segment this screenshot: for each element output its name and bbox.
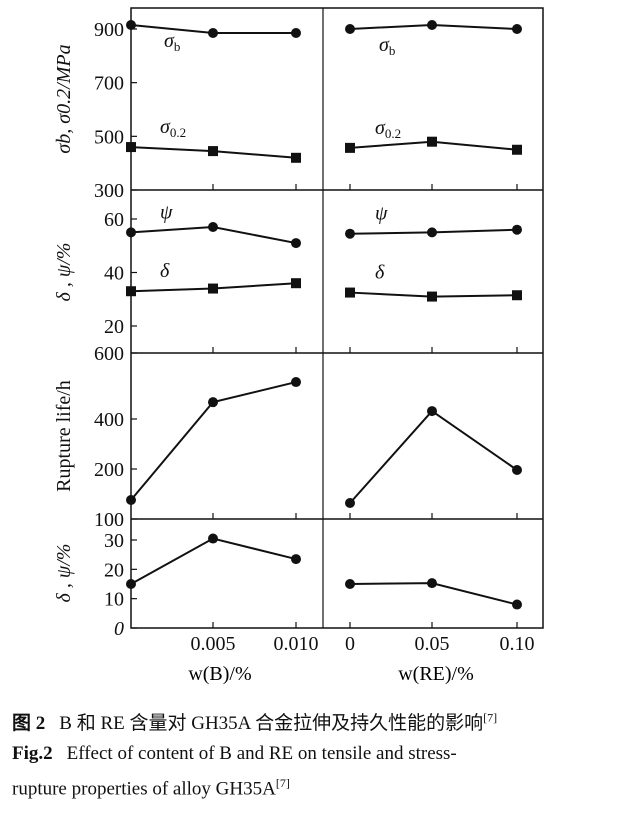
caption-en-line2: rupture properties of alloy GH35A bbox=[12, 778, 276, 800]
data-point-circle bbox=[512, 224, 522, 235]
series-label-symbol: δ bbox=[375, 262, 385, 284]
y-tick-label: 900 bbox=[94, 19, 124, 41]
caption-cn-text: B 和 RE 含量对 GH35A 合金拉伸及持久性能的影响 bbox=[59, 713, 484, 734]
y-tick-label: 20 bbox=[104, 559, 124, 581]
series-label-symbol: ψ bbox=[160, 201, 173, 223]
data-point-circle bbox=[427, 227, 437, 238]
y-axis-label: σb, σ0.2/MPa bbox=[53, 44, 75, 153]
x-tick-label: 0 bbox=[345, 633, 355, 655]
series-label: σb bbox=[164, 30, 180, 54]
data-point-square bbox=[126, 142, 136, 153]
series-label-symbol: σ bbox=[379, 34, 390, 56]
caption-en-2: rupture properties of alloy GH35A[7] bbox=[12, 776, 290, 800]
data-point-circle bbox=[291, 28, 301, 39]
y-tick-label: 400 bbox=[94, 409, 124, 431]
data-point-square bbox=[208, 146, 218, 157]
data-point-square bbox=[512, 290, 522, 301]
caption-cn-ref: [7] bbox=[483, 710, 498, 725]
data-point-square bbox=[512, 144, 522, 155]
series-label-symbol: δ bbox=[160, 260, 170, 282]
y-tick-label: 60 bbox=[104, 209, 124, 231]
y-tick-label: 40 bbox=[104, 263, 124, 285]
series-label: ψ bbox=[375, 203, 388, 225]
caption-cn-label: 图 2 bbox=[12, 713, 46, 734]
data-point-circle bbox=[208, 28, 218, 39]
series-line-p2-RE bbox=[349, 409, 518, 504]
y-tick-label: 700 bbox=[94, 73, 124, 95]
y-tick-label: 10 bbox=[104, 589, 124, 611]
caption-cn: 图 2 B 和 RE 含量对 GH35A 合金拉伸及持久性能的影响[7] bbox=[12, 708, 497, 735]
series-label: δ bbox=[160, 260, 170, 282]
series-label-symbol: σ bbox=[160, 116, 171, 138]
caption-en-label: Fig.2 bbox=[12, 743, 53, 764]
data-point-circle bbox=[427, 19, 437, 30]
data-point-square bbox=[427, 136, 437, 147]
series-label-symbol: σ bbox=[375, 117, 386, 139]
caption-en-line1: Effect of content of B and RE on tensile… bbox=[66, 743, 457, 764]
series-label-subscript: 0.2 bbox=[385, 126, 401, 141]
y-tick-label: 200 bbox=[94, 459, 124, 481]
data-point-circle bbox=[291, 554, 301, 565]
y-tick-label: 100 bbox=[94, 509, 124, 531]
plot-frame bbox=[130, 7, 544, 629]
data-point-square bbox=[427, 291, 437, 302]
series-label: δ bbox=[375, 262, 385, 284]
y-tick-label: 30 bbox=[104, 530, 124, 552]
y-tick-label: 600 bbox=[94, 343, 124, 365]
data-point-circle bbox=[512, 599, 522, 610]
data-point-square bbox=[291, 152, 301, 163]
series-label: σ0.2 bbox=[375, 117, 401, 141]
data-point-circle bbox=[126, 495, 136, 505]
x-tick-label: 0.010 bbox=[274, 633, 319, 655]
data-point-circle bbox=[208, 222, 218, 233]
x-tick-label: 0.05 bbox=[415, 633, 450, 655]
series-label-symbol: ψ bbox=[375, 203, 388, 225]
y-tick-label: 500 bbox=[94, 126, 124, 148]
caption-en-ref: [7] bbox=[275, 776, 290, 790]
data-point-circle bbox=[208, 397, 218, 408]
data-point-circle bbox=[345, 24, 355, 34]
data-point-circle bbox=[512, 24, 522, 34]
data-point-circle bbox=[427, 406, 437, 417]
series-label: σ0.2 bbox=[160, 116, 186, 140]
x-axis-labels: w(B)/% w(RE)/% bbox=[188, 663, 474, 685]
data-point-square bbox=[345, 142, 355, 153]
data-point-square bbox=[291, 278, 301, 289]
y-axis-label: δ , ψ/% bbox=[53, 243, 75, 302]
series-line-p3-B bbox=[130, 537, 297, 585]
x-axis-label-b: w(B)/% bbox=[188, 663, 251, 685]
data-point-circle bbox=[345, 579, 355, 589]
data-point-circle bbox=[126, 227, 136, 238]
caption-en: Fig.2 Effect of content of B and RE on te… bbox=[12, 743, 457, 765]
data-point-circle bbox=[291, 238, 301, 249]
y-tick-label: 300 bbox=[94, 180, 124, 202]
data-point-circle bbox=[512, 465, 522, 475]
series-label-symbol: σ bbox=[164, 30, 175, 52]
data-point-square bbox=[345, 287, 355, 298]
data-point-circle bbox=[208, 533, 218, 544]
data-point-circle bbox=[345, 498, 355, 508]
y-axis-label: δ , ψ/% bbox=[53, 544, 75, 603]
series-label-subscript: 0.2 bbox=[170, 125, 186, 140]
series-label: σb bbox=[379, 34, 395, 58]
x-tick-label: 0.10 bbox=[500, 633, 535, 655]
series-label: ψ bbox=[160, 201, 173, 223]
y-tick-label: 0 bbox=[114, 618, 124, 640]
data-point-circle bbox=[427, 578, 437, 589]
x-axis-label-re: w(RE)/% bbox=[398, 663, 474, 685]
y-axis-label: Rupture life/h bbox=[53, 380, 75, 492]
series-label-subscript: b bbox=[174, 39, 181, 54]
data-point-square bbox=[126, 286, 136, 297]
data-point-circle bbox=[126, 19, 136, 30]
series-label-subscript: b bbox=[389, 43, 396, 58]
data-point-square bbox=[208, 283, 218, 294]
y-tick-label: 20 bbox=[104, 316, 124, 338]
x-tick-label: 0.005 bbox=[191, 633, 236, 655]
data-point-circle bbox=[126, 579, 136, 589]
data-point-circle bbox=[291, 377, 301, 388]
data-point-circle bbox=[345, 228, 355, 239]
